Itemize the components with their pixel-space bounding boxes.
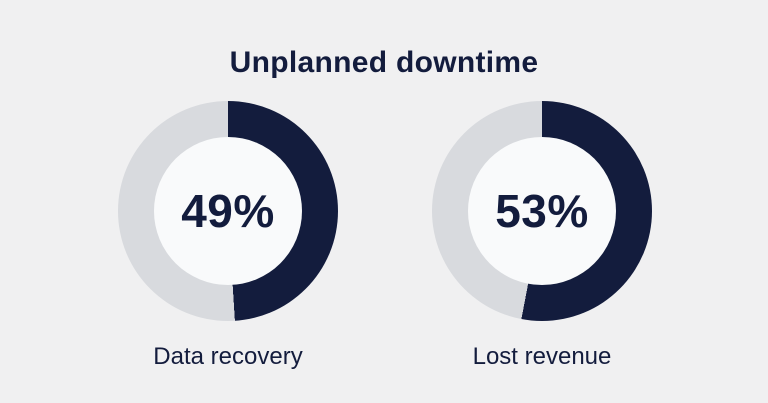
percent-value: 53% (495, 185, 589, 237)
page-title: Unplanned downtime (229, 46, 539, 80)
donut-chart-data-recovery: 49% Data recovery (118, 101, 338, 371)
donut-ring-lost-revenue: 53% (432, 101, 652, 321)
donut-hole: 49% (154, 137, 302, 285)
chart-label-lost-revenue: Lost revenue (472, 343, 612, 370)
chart-label-data-recovery: Data recovery (153, 343, 303, 370)
donut-hole: 53% (468, 137, 616, 285)
donut-chart-lost-revenue: 53% Lost revenue (432, 101, 652, 371)
percent-value: 49% (181, 185, 275, 237)
donut-ring-data-recovery: 49% (118, 101, 338, 321)
